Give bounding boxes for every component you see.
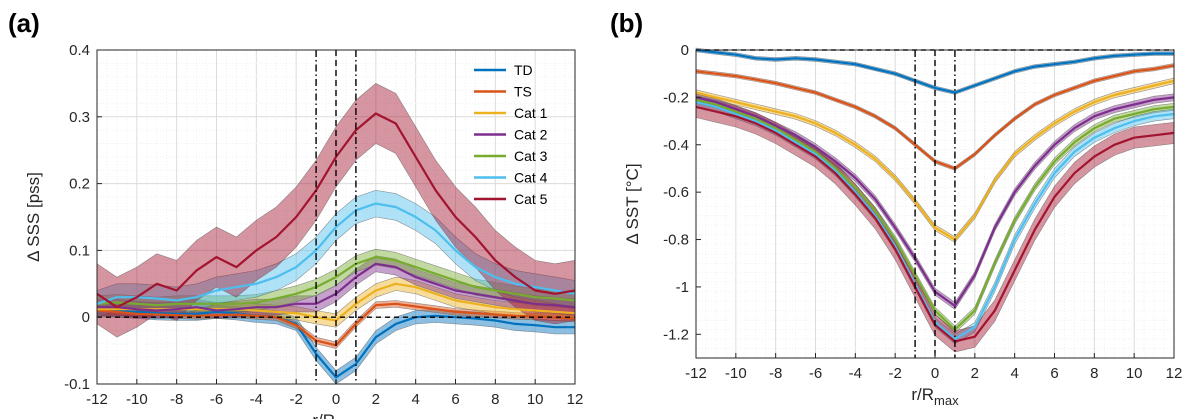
panel-label: (b)	[610, 8, 643, 38]
legend-entry-0: TD	[514, 62, 533, 78]
y-tick-label: 0	[681, 42, 689, 59]
x-tick-label: -6	[809, 365, 822, 382]
series-line-6	[96, 112, 576, 309]
x-tick-label: 4	[411, 391, 419, 408]
x-tick-label: -10	[725, 365, 747, 382]
x-tick-label: -8	[769, 365, 782, 382]
y-tick-label: -0.8	[663, 232, 689, 249]
chart-panel-1: -12 -10 -8 -6 -4 -2 0 2 4 6 8 10 12 -1.2 -1 -0.8 -0.6 -0.…	[610, 8, 1182, 408]
y-tick-label: -0.1	[64, 376, 90, 393]
legend: TD TS Cat 1 Cat 2 Cat 3 Cat 4 Cat 5	[474, 62, 548, 207]
x-tick-label: -10	[126, 391, 148, 408]
legend-entry-2: Cat 1	[514, 105, 548, 121]
x-tick-label: -4	[250, 391, 263, 408]
x-tick-label: 8	[491, 391, 499, 408]
x-tick-label: 0	[931, 365, 939, 382]
x-tick-label: -6	[210, 391, 223, 408]
legend-entry-1: TS	[514, 84, 532, 100]
y-axis-label: Δ SST [°C]	[623, 163, 642, 244]
series-line-5	[96, 202, 576, 305]
x-tick-label: 2	[971, 365, 979, 382]
y-tick-label: 0.2	[69, 176, 90, 193]
y-tick-label: -0.2	[663, 89, 689, 106]
y-tick-label: 0.1	[69, 242, 90, 259]
x-tick-label: 2	[372, 391, 380, 408]
x-tick-label: 10	[527, 391, 544, 408]
series-line-4	[96, 256, 576, 307]
y-tick-label: -1.2	[663, 326, 689, 343]
series-line-0	[695, 48, 1174, 94]
x-axis-label: r/Rmax	[312, 411, 360, 419]
x-tick-label: 6	[1050, 365, 1058, 382]
series-line-2	[695, 79, 1175, 241]
x-tick-label: -12	[685, 365, 707, 382]
x-tick-label: -2	[289, 391, 302, 408]
x-tick-label: 12	[1166, 365, 1183, 382]
x-tick-label: 8	[1090, 365, 1098, 382]
legend-entry-6: Cat 5	[514, 191, 548, 207]
y-tick-label: -0.6	[663, 184, 689, 201]
x-tick-label: -2	[888, 365, 901, 382]
x-tick-label: -8	[170, 391, 183, 408]
x-tick-label: 10	[1126, 365, 1143, 382]
y-tick-label: -1	[676, 279, 689, 296]
y-tick-label: -0.4	[663, 137, 689, 154]
y-tick-label: 0.3	[69, 109, 90, 126]
legend-entry-5: Cat 4	[514, 170, 548, 186]
y-axis-label: Δ SSS [pss]	[24, 172, 43, 262]
x-tick-label: 12	[567, 391, 584, 408]
x-tick-label: 6	[451, 391, 459, 408]
x-tick-label: -12	[86, 391, 108, 408]
x-axis-label: r/Rmax	[911, 385, 959, 408]
legend-entry-3: Cat 2	[514, 127, 548, 143]
legend-entry-4: Cat 3	[514, 148, 548, 164]
x-tick-label: 0	[332, 391, 340, 408]
panel-label: (a)	[8, 8, 40, 38]
y-tick-label: 0.4	[69, 42, 90, 59]
x-tick-label: 4	[1010, 365, 1018, 382]
y-tick-label: 0	[82, 309, 90, 326]
chart-panel-0: -12 -10 -8 -6 -4 -2 0 2 4 6 8 10 12 -0.1 0 0.1 0.2 0.3 0.4…	[8, 8, 583, 419]
series-line-0	[96, 308, 575, 379]
x-tick-label: -4	[849, 365, 862, 382]
